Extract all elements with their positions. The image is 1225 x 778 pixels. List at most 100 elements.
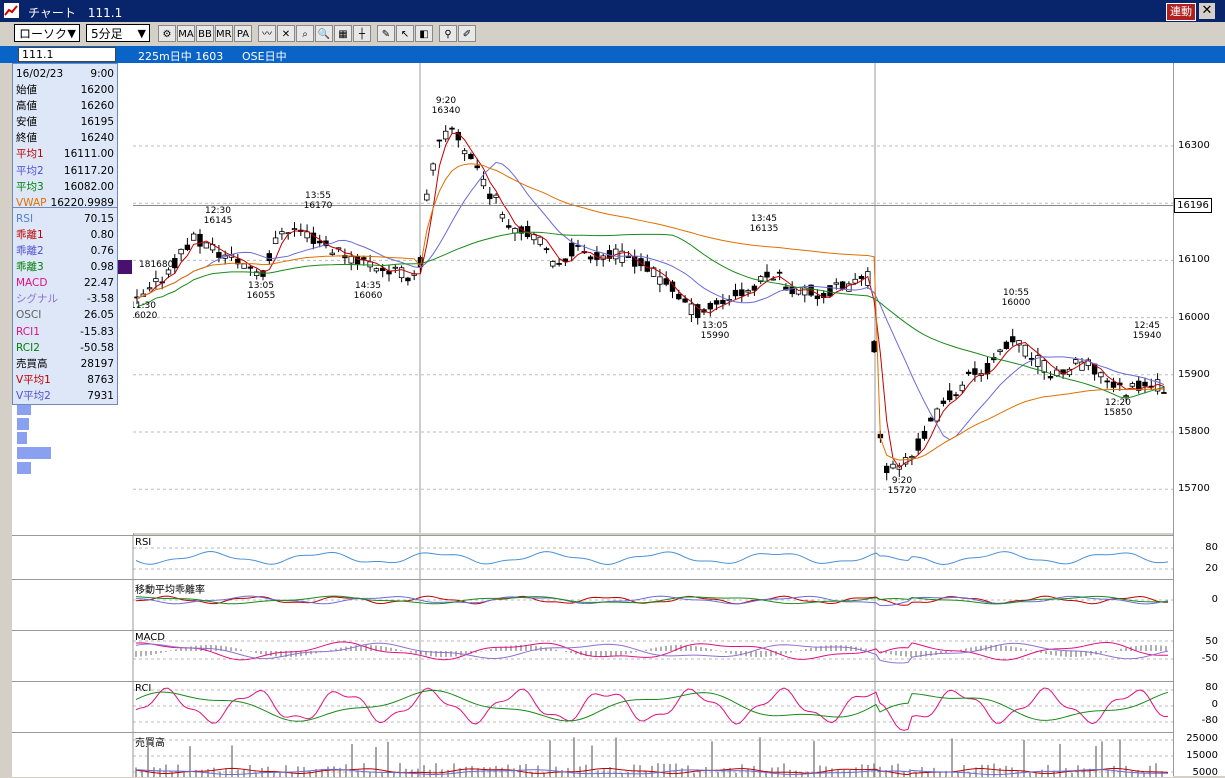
sub-tick-label: 0 — [1211, 594, 1218, 605]
candle-body — [367, 261, 373, 268]
candle-body — [776, 271, 783, 274]
code-input[interactable]: 111.1 — [18, 47, 116, 62]
candle-body — [997, 349, 1003, 352]
candle-body — [405, 277, 411, 282]
candle-body — [398, 267, 405, 279]
annotation-time: 12:45 — [1134, 321, 1160, 331]
annotation-time: 13:05 — [248, 281, 274, 291]
edit-icon[interactable]: ✐ — [458, 25, 476, 42]
candle-body — [556, 263, 562, 265]
close-icon[interactable]: ✕ — [1199, 3, 1215, 19]
data-date: 16/02/23 — [16, 68, 64, 80]
main-chart[interactable]: 11:301602012:301614513:051605513:5516170… — [129, 63, 1173, 533]
sub-tick-label: 25000 — [1186, 733, 1218, 744]
magnifier-icon[interactable]: ⚲ — [439, 25, 457, 42]
candle-body — [858, 276, 865, 279]
settings-icon[interactable]: ⚙ — [158, 25, 176, 42]
annotation-time: 9:20 — [436, 96, 456, 106]
rsi-panel: RSI — [12, 535, 1173, 579]
ma-icon[interactable]: MA — [177, 25, 195, 42]
pen-icon[interactable]: ✎ — [377, 25, 395, 42]
volume-profile-bar — [17, 403, 31, 415]
data-row-value: 70.15 — [83, 212, 114, 225]
data-row-value: 22.47 — [83, 277, 114, 290]
candle-body — [657, 276, 663, 285]
data-row-key: 売買高 — [16, 357, 48, 370]
annotation-time: 14:35 — [355, 281, 381, 291]
macd-title: MACD — [135, 632, 165, 643]
candle-body — [474, 165, 480, 169]
candle-body — [827, 285, 833, 297]
annotation-time: 13:45 — [751, 214, 777, 224]
kairi3-line — [135, 595, 1169, 605]
data-row-value: 16220.9989 — [50, 196, 114, 209]
data-row-value: 16240 — [80, 132, 114, 145]
data-row: V平均1 8763 — [16, 372, 114, 388]
data-row-key: 乖離2 — [16, 245, 44, 257]
candle-body — [247, 266, 254, 269]
candle-body — [940, 400, 947, 404]
cursor-icon[interactable]: ↖ — [396, 25, 414, 42]
vma2-line — [135, 768, 1169, 776]
kairi2-line — [135, 595, 1169, 607]
annotation-time: 11:30 — [133, 301, 156, 311]
annotation-price: 16055 — [247, 291, 276, 301]
data-row-key: RCI1 — [16, 325, 40, 338]
pa-icon[interactable]: PA — [234, 25, 252, 42]
signal-line — [135, 642, 1169, 664]
data-row: 平均3 16082.00 — [16, 179, 114, 195]
mre-icon[interactable]: MRE — [215, 25, 233, 42]
candle-body — [707, 302, 713, 310]
rsi-line — [135, 551, 1169, 565]
sub-tick-label: 0 — [1211, 699, 1218, 710]
ma2-line — [136, 161, 1165, 441]
rci-title: RCI — [135, 683, 152, 694]
candle-body — [890, 463, 896, 469]
candle-body — [1129, 383, 1136, 387]
price-tick-label: 16100 — [1178, 254, 1210, 266]
market-name: OSE日中 — [242, 50, 287, 63]
candle-body — [663, 278, 669, 285]
candle-body — [235, 258, 241, 265]
data-row-key: 安値 — [16, 116, 37, 129]
chart-type-select[interactable]: ローソク ▼ — [14, 24, 80, 42]
data-row: 高値 16260 — [16, 98, 114, 114]
cross-icon[interactable]: ✕ — [277, 25, 295, 42]
candle-body — [178, 248, 184, 255]
candle-body — [543, 248, 550, 251]
volume-profile-bar — [17, 447, 51, 459]
vwap-line — [136, 163, 1164, 461]
data-row: VWAP 16220.9989 — [16, 195, 114, 211]
candle-body — [745, 290, 751, 293]
data-row: RCI2 -50.58 — [16, 340, 114, 356]
link-button[interactable]: 連動 — [1166, 3, 1196, 21]
sub-tick-label: 80 — [1205, 682, 1218, 693]
interval-select[interactable]: 5分足 ▼ — [86, 24, 150, 42]
candle-body — [568, 242, 575, 257]
candle-body — [965, 371, 972, 375]
title-bar: チャート 111.1 連動 ✕ — [0, 0, 1225, 22]
crosshair-icon[interactable]: ┼ — [353, 25, 371, 42]
candle-body — [688, 303, 695, 316]
candle-body — [1142, 381, 1148, 387]
candle-body — [751, 285, 758, 291]
candle-body — [480, 178, 487, 187]
eraser-icon[interactable]: ◧ — [415, 25, 433, 42]
data-row-key: VWAP — [16, 196, 47, 209]
data-row-value: 16200 — [80, 84, 114, 96]
line-chart-icon[interactable]: 〰 — [258, 25, 276, 42]
annotation-time: 12:30 — [205, 206, 231, 216]
macd-panel: MACD — [12, 630, 1173, 681]
candle-body — [846, 283, 852, 292]
sub-tick-label: 5000 — [1192, 767, 1218, 778]
bb-icon[interactable]: BB — [196, 25, 214, 42]
candle-body — [713, 300, 720, 305]
grid-icon[interactable]: ▦ — [334, 25, 352, 42]
data-row-key: 始値 — [16, 84, 37, 96]
search-icon[interactable]: 🔍 — [315, 25, 333, 42]
candlestick-chart[interactable]: 11:301602012:301614513:051605513:5516170… — [129, 63, 1173, 533]
candle-body — [739, 289, 745, 296]
candle-body — [537, 236, 543, 245]
zoom-icon[interactable]: ⌕ — [296, 25, 314, 42]
candle-body — [902, 457, 909, 465]
